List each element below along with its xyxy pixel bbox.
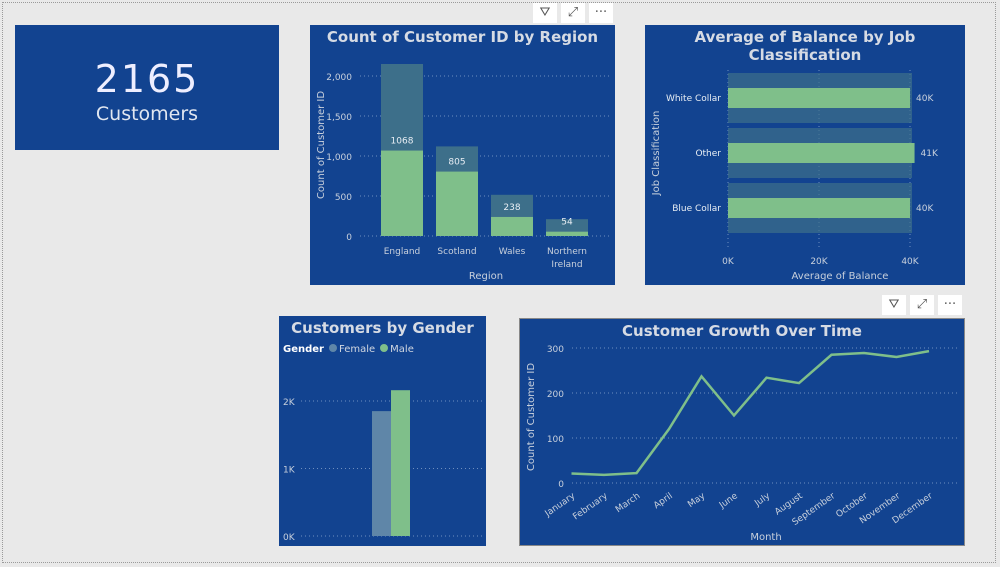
line-series	[571, 349, 930, 477]
y-tick-label: 0	[558, 480, 564, 490]
more-options-icon[interactable]: ···	[589, 3, 613, 23]
chart-title: Average of Balance by Job Classification	[694, 28, 916, 64]
focus-mode-icon[interactable]: ⤢	[910, 295, 934, 315]
bar-highlighted	[546, 231, 588, 236]
bar	[728, 143, 915, 163]
x-tick-label: June	[717, 491, 740, 511]
x-tick-label: 0K	[722, 257, 735, 267]
bar-highlighted	[491, 216, 533, 236]
data-label: 54	[561, 218, 573, 228]
chart-title: Customer Growth Over Time	[622, 322, 862, 340]
x-tick-label: Ireland	[551, 260, 582, 270]
x-tick-label: February	[571, 491, 610, 522]
focus-mode-icon[interactable]: ⤢	[561, 3, 585, 23]
gender-chart-svg: 0K 1K 2K	[283, 390, 483, 543]
data-label: 41K	[921, 149, 939, 159]
legend-swatch-male	[380, 344, 389, 352]
bar-female	[372, 411, 391, 536]
kpi-label: Customers	[95, 103, 199, 125]
legend-item-female[interactable]: Female	[338, 344, 376, 355]
x-axis-title: Month	[750, 532, 781, 543]
x-tick-label: April	[652, 491, 675, 511]
gender-chart[interactable]: Customers by Gender Gender Female Male 0K 1…	[279, 316, 486, 546]
legend-item-male[interactable]: Male	[390, 344, 414, 355]
kpi-value: 2165	[94, 57, 200, 101]
y-axis-title: Count of Customer ID	[316, 91, 327, 199]
bar	[728, 198, 910, 218]
growth-chart[interactable]: Customer Growth Over Time 0 100 200 300 Janu…	[519, 318, 965, 546]
y-tick-label: 1K	[283, 466, 296, 476]
bar-highlighted	[436, 171, 478, 236]
legend-swatch-female	[328, 344, 337, 352]
y-tick-label: 300	[547, 345, 564, 355]
balance-chart-svg: 0K 20K 40K White Collar 40K Other 41K Blue Coll…	[651, 70, 939, 282]
visual-header-region: ⛛ ⤢ ···	[533, 3, 613, 23]
x-tick-label: July	[752, 491, 772, 509]
data-label: 805	[448, 158, 465, 168]
x-tick-label: England	[384, 247, 421, 257]
y-tick-label: 0	[346, 233, 352, 243]
y-tick-label: Blue Collar	[672, 204, 721, 214]
filter-icon[interactable]: ⛛	[533, 3, 557, 23]
more-options-icon[interactable]: ···	[938, 295, 962, 315]
balance-chart[interactable]: Average of Balance by Job Classification…	[645, 25, 965, 285]
chart-title: Customers by Gender	[291, 319, 474, 337]
bar-male	[391, 390, 410, 536]
bar	[728, 88, 910, 108]
y-tick-label: 0K	[283, 533, 296, 543]
y-axis-title: Count of Customer ID	[526, 363, 537, 471]
y-tick-label: Other	[695, 149, 721, 159]
data-label: 238	[503, 203, 520, 213]
x-axis-title: Average of Balance	[792, 271, 889, 282]
x-axis-title: Region	[469, 271, 503, 282]
visual-header-growth: ⛛ ⤢ ···	[882, 295, 962, 315]
x-tick-label: May	[686, 491, 708, 510]
y-tick-label: 2K	[283, 398, 296, 408]
data-label: 40K	[916, 204, 934, 214]
y-tick-label: 1,000	[326, 153, 352, 163]
data-label: 40K	[916, 94, 934, 104]
legend: Gender Female Male	[283, 344, 414, 355]
legend-title: Gender	[283, 344, 324, 355]
y-axis-title: Job Classification	[651, 111, 662, 197]
y-tick-label: 500	[335, 193, 352, 203]
y-tick-label: White Collar	[666, 94, 721, 104]
chart-title: Count of Customer ID by Region	[326, 28, 599, 46]
x-tick-label: 20K	[810, 257, 828, 267]
x-tick-label: 40K	[901, 257, 919, 267]
kpi-card-customers[interactable]: 2165 Customers	[15, 25, 279, 150]
region-chart-svg: 0 500 1,000 1,500 2,000 1068 England 805 Scotlan…	[316, 64, 610, 282]
x-tick-label: March	[614, 491, 642, 515]
bar-highlighted	[381, 150, 423, 236]
data-label: 1068	[391, 137, 414, 147]
y-tick-label: 2,000	[326, 73, 352, 83]
x-tick-label: Wales	[499, 247, 526, 257]
y-tick-label: 200	[547, 390, 564, 400]
x-tick-label: Northern	[547, 247, 587, 257]
y-tick-label: 100	[547, 435, 564, 445]
x-tick-label: Scotland	[437, 247, 476, 257]
filter-icon[interactable]: ⛛	[882, 295, 906, 315]
y-tick-label: 1,500	[326, 113, 352, 123]
region-chart[interactable]: Count of Customer ID by Region 0 500 1,000…	[310, 25, 615, 285]
